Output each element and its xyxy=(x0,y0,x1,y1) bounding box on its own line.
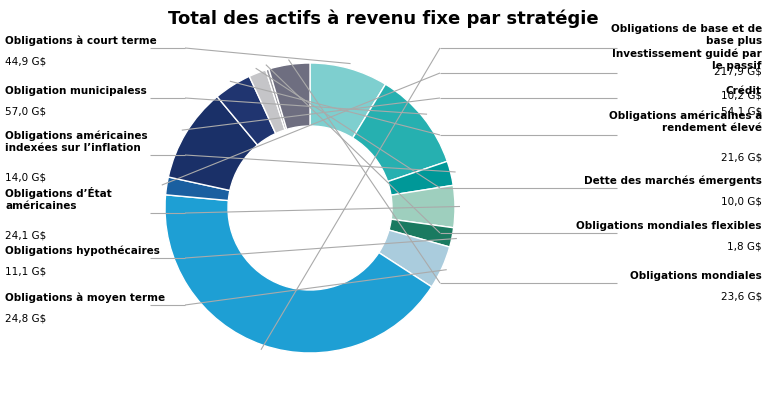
Wedge shape xyxy=(391,185,455,228)
Text: Obligations américaines
indexées sur l’inflation: Obligations américaines indexées sur l’i… xyxy=(5,131,147,153)
Wedge shape xyxy=(166,177,230,201)
Wedge shape xyxy=(387,161,453,195)
Text: 24,8 G$: 24,8 G$ xyxy=(5,314,46,324)
Text: Total des actifs à revenu fixe par stratégie: Total des actifs à revenu fixe par strat… xyxy=(168,10,598,29)
Text: Obligations américaines à
rendement élevé: Obligations américaines à rendement élev… xyxy=(609,111,762,133)
Wedge shape xyxy=(169,97,258,191)
Wedge shape xyxy=(249,70,285,133)
Wedge shape xyxy=(266,69,287,130)
Text: 14,0 G$: 14,0 G$ xyxy=(5,173,46,183)
Wedge shape xyxy=(389,219,453,247)
Text: Dette des marchés émergents: Dette des marchés émergents xyxy=(584,175,762,186)
Text: Obligations d’État
américaines: Obligations d’État américaines xyxy=(5,187,112,211)
Text: Crédit: Crédit xyxy=(726,86,762,96)
Wedge shape xyxy=(310,63,386,138)
Text: 57,0 G$: 57,0 G$ xyxy=(5,106,46,116)
Text: 217,9 G$: 217,9 G$ xyxy=(714,66,762,76)
Wedge shape xyxy=(217,76,275,145)
Text: 11,1 G$: 11,1 G$ xyxy=(5,266,46,276)
Text: Obligations mondiales: Obligations mondiales xyxy=(630,271,762,281)
Text: 54,1 G$: 54,1 G$ xyxy=(721,106,762,116)
Text: Obligations de base et de
base plus: Obligations de base et de base plus xyxy=(611,25,762,46)
Text: 10,2 G$: 10,2 G$ xyxy=(721,91,762,101)
Text: Obligations à court terme: Obligations à court terme xyxy=(5,35,156,46)
Wedge shape xyxy=(379,230,449,287)
Text: 10,0 G$: 10,0 G$ xyxy=(721,197,762,206)
Wedge shape xyxy=(268,63,310,129)
Text: Obligation municipaless: Obligation municipaless xyxy=(5,86,146,96)
Wedge shape xyxy=(165,195,432,353)
Text: Obligations à moyen terme: Obligations à moyen terme xyxy=(5,293,165,303)
Text: 23,6 G$: 23,6 G$ xyxy=(721,291,762,301)
Text: 44,9 G$: 44,9 G$ xyxy=(5,56,46,66)
Text: 1,8 G$: 1,8 G$ xyxy=(727,241,762,251)
Text: 21,6 G$: 21,6 G$ xyxy=(721,153,762,163)
Wedge shape xyxy=(353,84,447,182)
Text: Obligations mondiales flexibles: Obligations mondiales flexibles xyxy=(577,221,762,231)
Text: Investissement guidé par
le passif: Investissement guidé par le passif xyxy=(612,49,762,71)
Text: Obligations hypothécaires: Obligations hypothécaires xyxy=(5,245,160,256)
Text: 24,1 G$: 24,1 G$ xyxy=(5,231,46,241)
